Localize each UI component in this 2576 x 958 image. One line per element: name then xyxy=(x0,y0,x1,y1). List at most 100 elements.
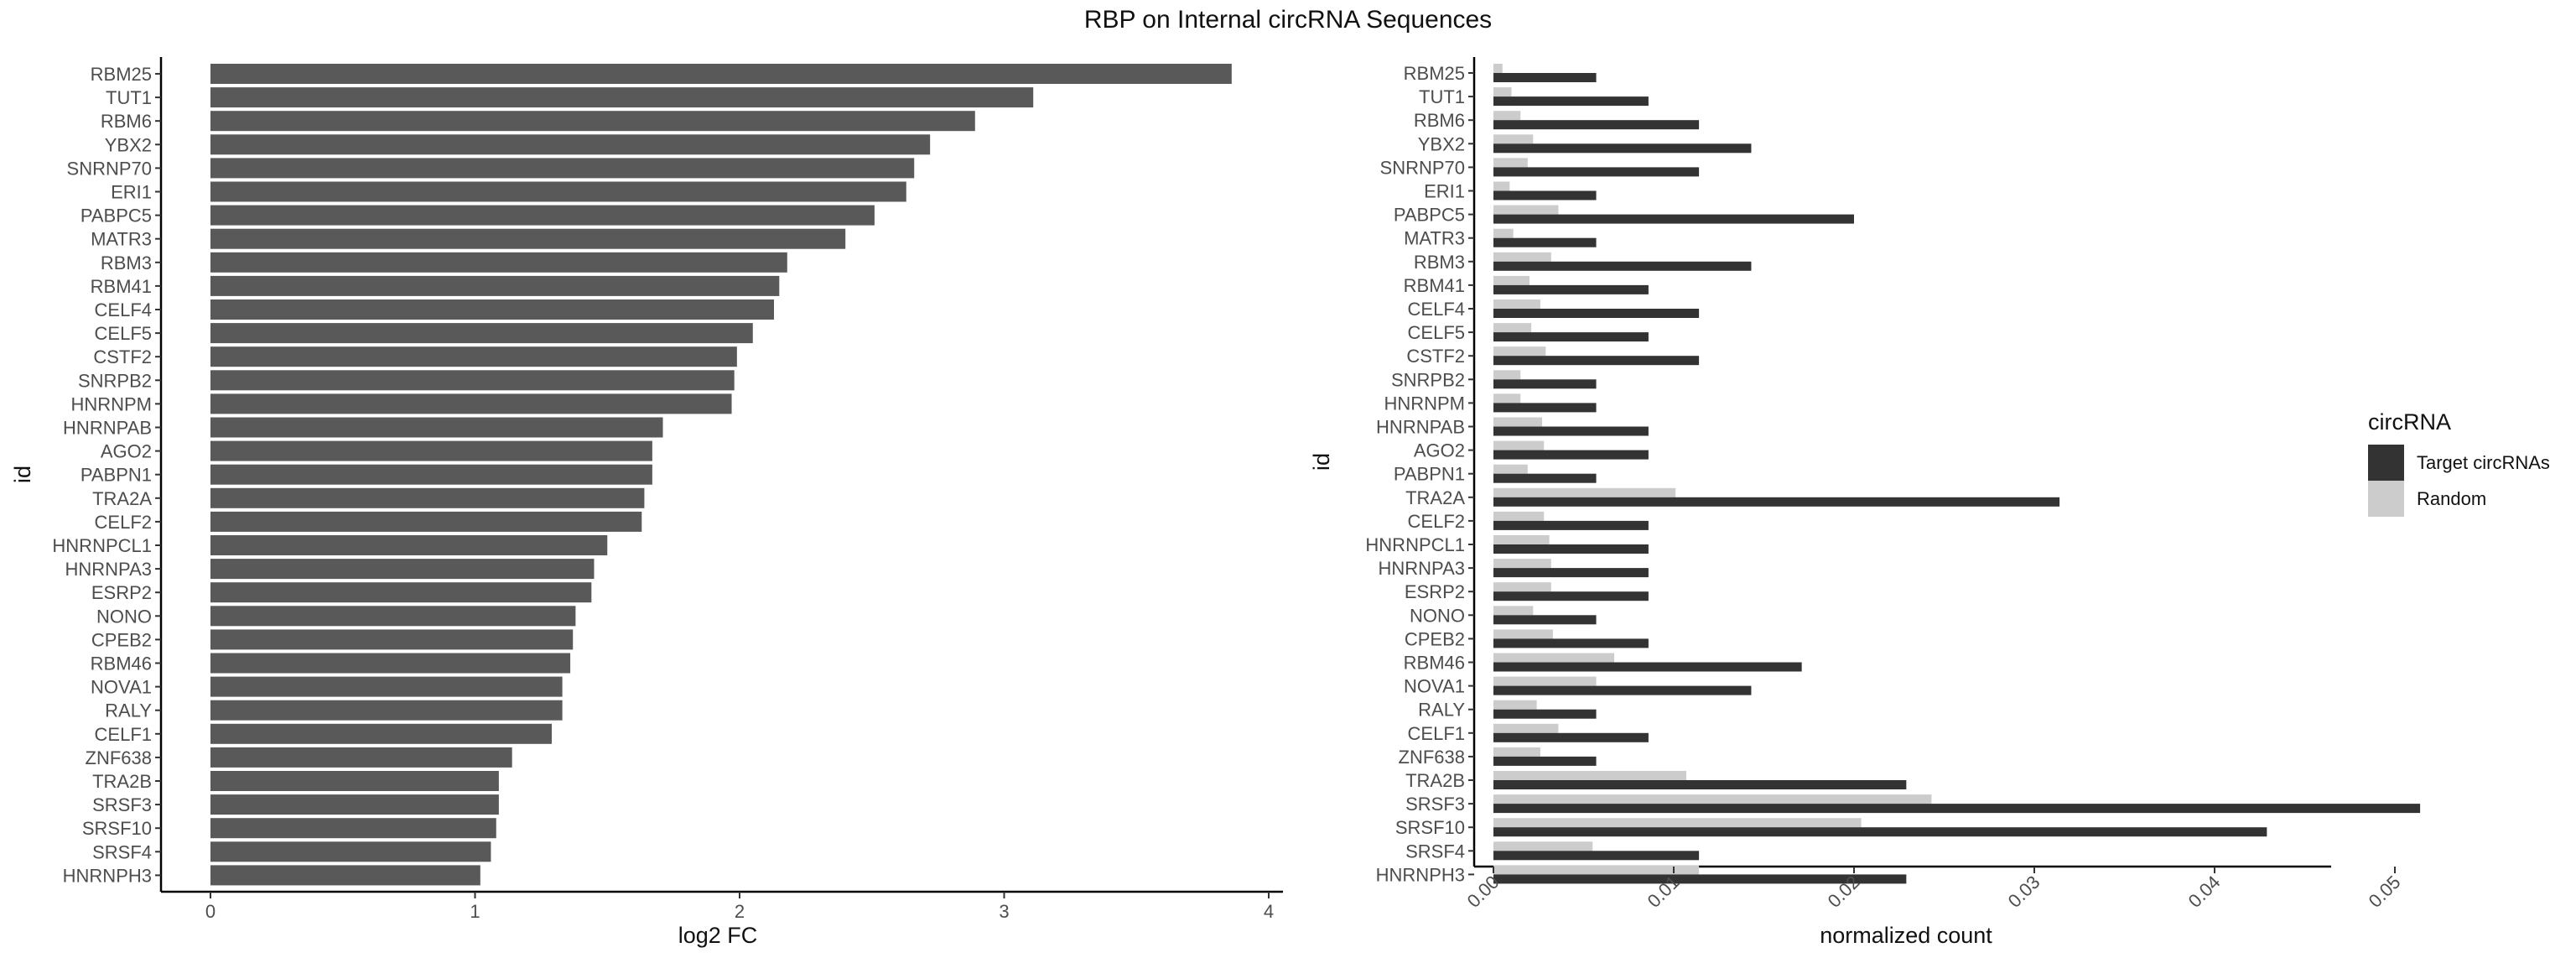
bar-target xyxy=(1493,709,1597,719)
y-tick-label: CELF2 xyxy=(95,512,152,533)
y-tick-label: NOVA1 xyxy=(1404,676,1465,697)
bar-random xyxy=(1493,559,1551,569)
y-tick-label: NONO xyxy=(1410,605,1465,626)
y-tick-label: PABPC5 xyxy=(80,206,152,226)
y-tick-label: SNRPB2 xyxy=(78,370,152,391)
y-tick-label: CELF5 xyxy=(95,323,152,344)
y-tick-label: HNRNPM xyxy=(70,393,152,414)
y-tick-label: SRSF3 xyxy=(92,794,152,815)
bar xyxy=(210,653,571,674)
bar-random xyxy=(1493,252,1551,262)
y-tick-label: SNRNP70 xyxy=(1380,157,1465,178)
bar-random xyxy=(1493,487,1676,497)
bar-random xyxy=(1493,629,1553,639)
bar-target xyxy=(1493,591,1649,601)
x-tick-label: 0.03 xyxy=(2004,872,2044,912)
bar-random xyxy=(1493,747,1540,757)
bar-target xyxy=(1493,73,1597,82)
y-axis-title: id xyxy=(10,466,35,483)
y-tick-label: MATR3 xyxy=(91,229,152,250)
y-tick-label: RBM3 xyxy=(101,253,152,273)
bar-target xyxy=(1493,332,1649,342)
bar xyxy=(210,134,931,155)
bar-random xyxy=(1493,64,1503,73)
y-tick-label: CELF4 xyxy=(95,299,152,320)
y-tick-label: CELF5 xyxy=(1408,322,1465,343)
bar-target xyxy=(1493,120,1700,130)
x-tick-label: 0.04 xyxy=(2184,872,2225,912)
y-tick-label: SRSF3 xyxy=(1405,794,1465,815)
y-tick-label: HNRNPCL1 xyxy=(1365,534,1465,555)
bar xyxy=(210,346,737,367)
bar-random xyxy=(1493,205,1559,215)
bar xyxy=(210,700,563,721)
bar-target xyxy=(1493,638,1649,648)
bar-random xyxy=(1493,158,1528,168)
bar xyxy=(210,582,592,603)
bar-random xyxy=(1493,771,1687,780)
bar-target xyxy=(1493,167,1700,177)
y-tick-label: HNRNPH3 xyxy=(63,865,152,886)
x-axis-title: log2 FC xyxy=(678,923,758,948)
x-axis-title: normalized count xyxy=(1820,923,1992,948)
bar-random xyxy=(1493,111,1521,121)
bar xyxy=(210,511,642,532)
y-tick-label: SNRPB2 xyxy=(1391,369,1465,390)
bar-random xyxy=(1493,393,1521,404)
y-tick-label: RBM6 xyxy=(1414,110,1465,131)
bar-random xyxy=(1493,841,1593,851)
bar xyxy=(210,64,1232,84)
y-tick-label: TUT1 xyxy=(106,87,152,108)
y-tick-label: ESRP2 xyxy=(1405,581,1465,602)
y-tick-label: HNRNPA3 xyxy=(65,559,152,580)
bar xyxy=(210,818,496,839)
bar xyxy=(210,181,906,202)
bar-target xyxy=(1493,261,1752,271)
bar xyxy=(210,606,576,627)
bar-target xyxy=(1493,544,1649,554)
y-tick-label: CPEB2 xyxy=(1405,628,1465,649)
bar xyxy=(210,299,775,320)
y-tick-label: RBM41 xyxy=(1404,275,1465,296)
y-tick-label: HNRNPAB xyxy=(1376,417,1465,438)
bar-random xyxy=(1493,511,1545,521)
x-tick-label: 3 xyxy=(999,901,1009,922)
y-tick-label: CELF4 xyxy=(1408,299,1465,320)
y-tick-label: SRSF4 xyxy=(92,841,152,862)
bar xyxy=(210,535,608,555)
bar-target xyxy=(1493,190,1597,200)
bar-target xyxy=(1493,662,1802,672)
y-tick-label: AGO2 xyxy=(101,441,152,462)
y-tick-label: PABPN1 xyxy=(80,465,152,486)
y-tick-label: RALY xyxy=(105,700,152,721)
bar xyxy=(210,323,753,344)
y-tick-label: RBM25 xyxy=(91,64,152,85)
bar-random xyxy=(1493,87,1512,97)
x-tick-label: 1 xyxy=(470,901,480,922)
bar-target xyxy=(1493,732,1649,742)
bar xyxy=(210,87,1034,108)
chart-title: RBP on Internal circRNA Sequences xyxy=(1084,6,1492,34)
bar xyxy=(210,559,595,580)
bar xyxy=(210,723,552,744)
y-tick-label: HNRNPM xyxy=(1384,393,1465,414)
y-tick-label: ZNF638 xyxy=(1399,747,1465,768)
y-tick-label: ESRP2 xyxy=(91,582,152,603)
bar xyxy=(210,111,975,132)
y-axis-title: id xyxy=(1309,453,1334,471)
y-tick-label: SRSF10 xyxy=(1395,817,1465,838)
y-tick-label: YBX2 xyxy=(1418,133,1465,154)
y-tick-label: RBM25 xyxy=(1404,63,1465,84)
bar-target xyxy=(1493,827,2267,837)
bar-random xyxy=(1493,582,1551,592)
y-tick-label: NOVA1 xyxy=(91,677,152,698)
y-tick-label: PABPN1 xyxy=(1394,464,1465,485)
y-tick-label: HNRNPAB xyxy=(63,418,152,439)
bar-target xyxy=(1493,804,2421,814)
bar-target xyxy=(1493,473,1597,483)
y-tick-label: HNRNPCL1 xyxy=(52,535,152,556)
bar-random xyxy=(1493,464,1528,474)
legend-title: circRNA xyxy=(2368,409,2451,435)
